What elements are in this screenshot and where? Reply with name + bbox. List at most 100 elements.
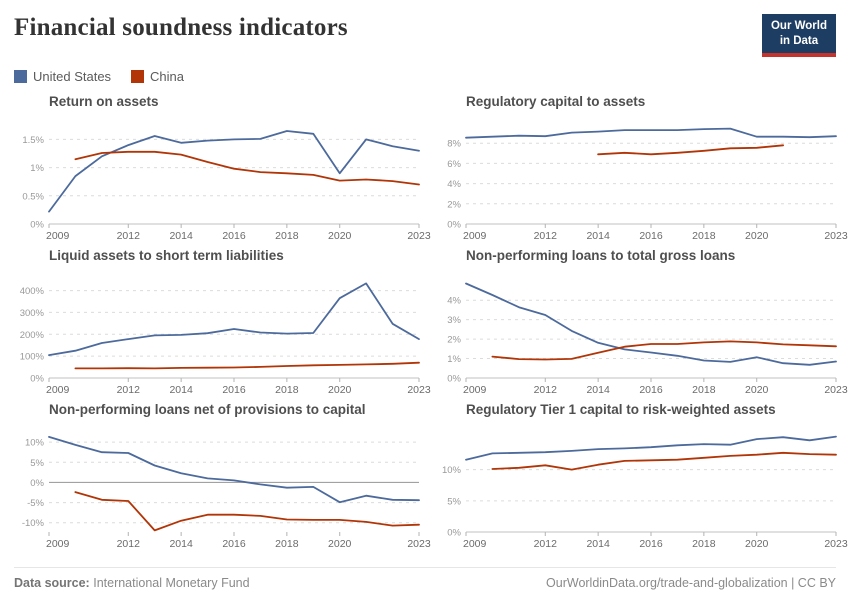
return-on-assets-plot: 0% 0.5% 1% 1.5% 2009 2012 2014 2016 2018 2020 2023: [22, 129, 431, 242]
svg-text:2012: 2012: [117, 384, 141, 396]
data-source: Data source: International Monetary Fund: [14, 576, 250, 590]
svg-text:6%: 6%: [447, 159, 461, 170]
svg-text:0.5%: 0.5%: [22, 191, 44, 202]
data-source-label: Data source:: [14, 576, 90, 590]
footer-link[interactable]: OurWorldinData.org/trade-and-globalizati…: [546, 576, 836, 590]
svg-text:2018: 2018: [692, 538, 716, 550]
svg-text:2018: 2018: [275, 384, 299, 396]
svg-text:2016: 2016: [639, 230, 663, 242]
svg-text:2018: 2018: [275, 538, 299, 550]
svg-text:2018: 2018: [692, 230, 716, 242]
legend-swatch-united-states: [14, 69, 27, 83]
svg-text:2020: 2020: [745, 384, 769, 396]
svg-text:2009: 2009: [463, 230, 487, 242]
liquid-assets-plot: 0% 100% 200% 300% 400% 2009 2012 2014 2016 2018 20…: [20, 282, 431, 396]
svg-text:400%: 400%: [20, 286, 45, 297]
svg-text:0%: 0%: [447, 219, 461, 230]
svg-text:2009: 2009: [463, 384, 487, 396]
svg-text:2016: 2016: [639, 538, 663, 550]
svg-text:2020: 2020: [328, 384, 352, 396]
svg-text:1%: 1%: [30, 163, 44, 174]
svg-text:0%: 0%: [30, 478, 44, 489]
chart-title: Regulatory Tier 1 capital to risk-weight…: [466, 401, 776, 417]
page-title: Financial soundness indicators: [14, 14, 348, 41]
svg-text:2012: 2012: [117, 538, 141, 550]
svg-text:2020: 2020: [745, 538, 769, 550]
svg-text:5%: 5%: [30, 458, 44, 469]
chart-return-on-assets: Return on assets 0% 0.5% 1% 1.5% 2009 2012 201…: [14, 93, 431, 242]
svg-text:2009: 2009: [46, 230, 70, 242]
chart-title: Return on assets: [49, 93, 159, 109]
svg-text:2%: 2%: [447, 334, 461, 345]
svg-text:2012: 2012: [534, 384, 558, 396]
svg-text:8%: 8%: [447, 139, 461, 150]
data-source-name: International Monetary Fund: [93, 576, 250, 590]
chart-title: Liquid assets to short term liabilities: [49, 247, 284, 263]
chart-liquid-assets: Liquid assets to short term liabilities …: [14, 247, 431, 396]
svg-text:3%: 3%: [447, 315, 461, 326]
svg-text:2016: 2016: [222, 384, 246, 396]
tier1-capital-plot: 0% 5% 10% 2009 2012 2014 2016 2018 2020 2023: [442, 435, 848, 550]
chart-title: Regulatory capital to assets: [466, 93, 646, 109]
svg-text:0%: 0%: [30, 373, 44, 384]
svg-text:10%: 10%: [442, 465, 462, 476]
svg-text:2009: 2009: [463, 538, 487, 550]
chart-title: Non-performing loans to total gross loan…: [466, 247, 736, 263]
svg-text:2016: 2016: [222, 230, 246, 242]
svg-text:-5%: -5%: [27, 498, 44, 509]
svg-text:2014: 2014: [586, 230, 610, 242]
svg-text:2023: 2023: [824, 538, 848, 550]
svg-text:2014: 2014: [586, 384, 610, 396]
svg-text:300%: 300%: [20, 308, 45, 319]
svg-text:0%: 0%: [30, 219, 44, 230]
svg-text:2023: 2023: [407, 230, 431, 242]
svg-text:0%: 0%: [447, 527, 461, 538]
svg-text:-10%: -10%: [22, 518, 45, 529]
svg-text:2009: 2009: [46, 538, 70, 550]
svg-text:1%: 1%: [447, 354, 461, 365]
svg-text:2016: 2016: [222, 538, 246, 550]
legend: United States China: [14, 69, 836, 84]
svg-text:2009: 2009: [46, 384, 70, 396]
svg-text:2018: 2018: [692, 384, 716, 396]
owid-logo-line1: Our World: [770, 20, 827, 32]
legend-swatch-china: [131, 69, 145, 83]
svg-text:2023: 2023: [407, 384, 431, 396]
svg-text:2023: 2023: [824, 384, 848, 396]
svg-text:2014: 2014: [169, 230, 193, 242]
svg-text:2023: 2023: [407, 538, 431, 550]
svg-text:2023: 2023: [824, 230, 848, 242]
svg-text:4%: 4%: [447, 296, 461, 307]
legend-label-china: China: [150, 68, 185, 84]
svg-text:2014: 2014: [586, 538, 610, 550]
svg-text:2%: 2%: [447, 199, 461, 210]
chart-title: Non-performing loans net of provisions t…: [49, 401, 366, 417]
chart-npl-net-provisions: Non-performing loans net of provisions t…: [14, 401, 431, 550]
npl-gross-loans-plot: 0% 1% 2% 3% 4% 2009 2012 2014 2016 2018 2020 2023: [447, 282, 848, 396]
svg-text:2020: 2020: [745, 230, 769, 242]
svg-text:10%: 10%: [25, 437, 45, 448]
owid-logo: Our World in Data: [761, 14, 836, 57]
svg-text:2012: 2012: [117, 230, 141, 242]
svg-text:100%: 100%: [20, 352, 45, 363]
svg-text:2020: 2020: [328, 230, 352, 242]
svg-text:2012: 2012: [534, 230, 558, 242]
svg-text:2020: 2020: [328, 538, 352, 550]
chart-npl-gross-loans: Non-performing loans to total gross loan…: [431, 247, 848, 396]
charts-grid: Return on assets 0% 0.5% 1% 1.5% 2009 2012 201…: [14, 93, 848, 550]
svg-text:2014: 2014: [169, 384, 193, 396]
svg-text:1.5%: 1.5%: [22, 135, 44, 146]
svg-text:2014: 2014: [169, 538, 193, 550]
header: Financial soundness indicators Our World…: [14, 12, 836, 57]
svg-text:2016: 2016: [639, 384, 663, 396]
svg-text:4%: 4%: [447, 179, 461, 190]
legend-label-united-states: United States: [33, 68, 112, 84]
svg-text:5%: 5%: [447, 496, 461, 507]
svg-text:0%: 0%: [447, 373, 461, 384]
chart-regulatory-capital-to-assets: Regulatory capital to assets 0% 2% 4% 6% 8% 2…: [431, 93, 848, 242]
chart-tier1-capital: Regulatory Tier 1 capital to risk-weight…: [431, 401, 848, 550]
npl-net-provisions-plot: -10% -5% 0% 5% 10% 2009 2012 2014 2016 2018 2020 20…: [22, 435, 431, 550]
svg-text:2018: 2018: [275, 230, 299, 242]
legend-item-united-states: United States: [14, 69, 111, 84]
